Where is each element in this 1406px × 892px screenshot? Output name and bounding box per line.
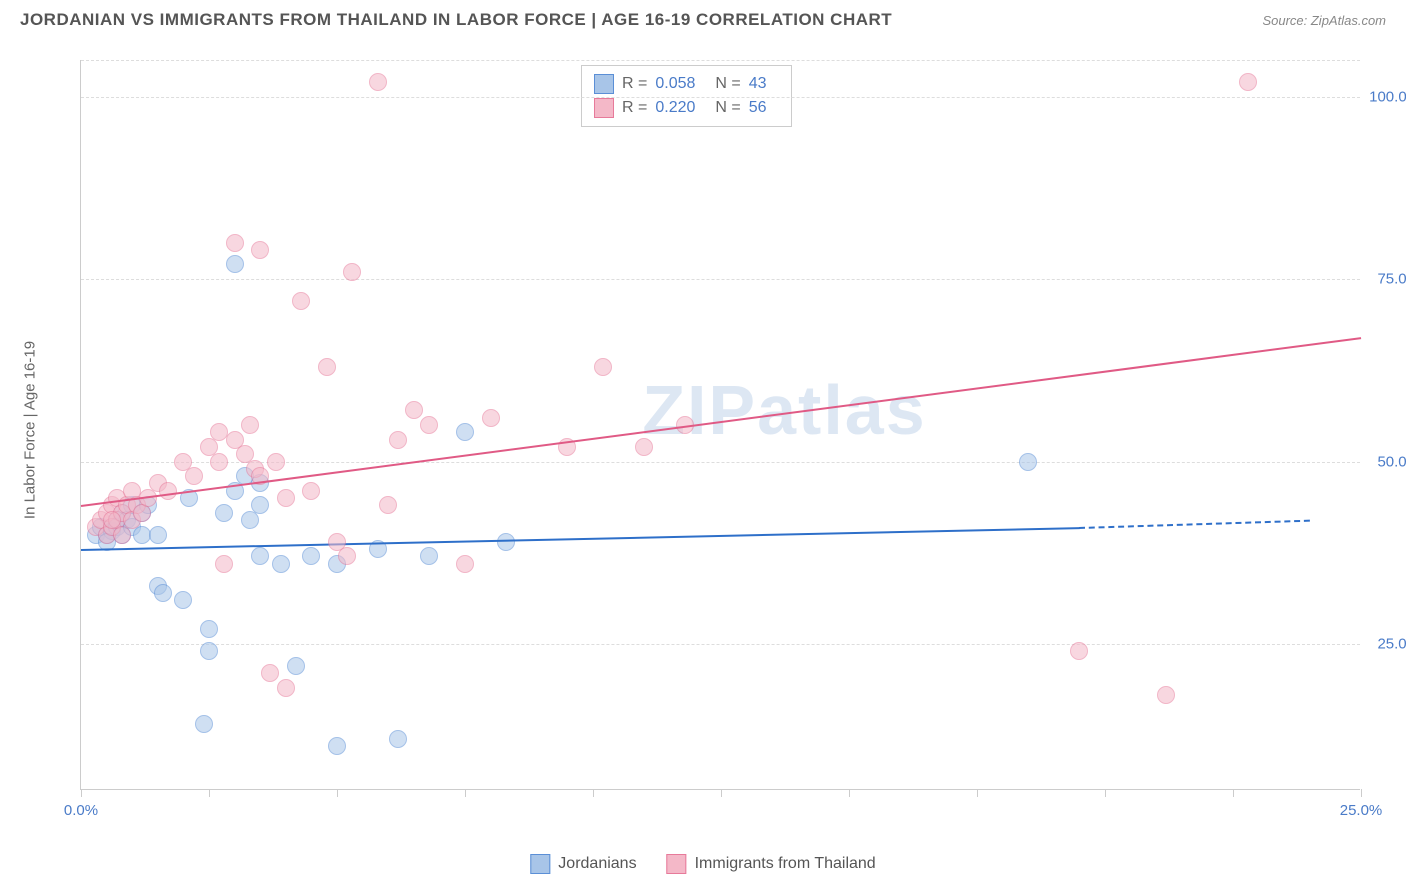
trend-line — [81, 337, 1361, 507]
data-point — [389, 431, 407, 449]
data-point — [103, 511, 121, 529]
legend-swatch — [530, 854, 550, 874]
data-point — [267, 453, 285, 471]
data-point — [635, 438, 653, 456]
trend-line — [81, 527, 1079, 551]
data-point — [420, 416, 438, 434]
gridline — [81, 97, 1360, 98]
x-tick — [81, 789, 82, 797]
data-point — [200, 642, 218, 660]
stat-n-value: 56 — [749, 99, 767, 117]
data-point — [159, 482, 177, 500]
x-tick — [1105, 789, 1106, 797]
legend-item: Immigrants from Thailand — [667, 854, 876, 874]
stat-n-value: 43 — [749, 75, 767, 93]
data-point — [456, 423, 474, 441]
data-point — [277, 489, 295, 507]
data-point — [369, 73, 387, 91]
data-point — [343, 263, 361, 281]
gridline — [81, 644, 1360, 645]
stat-n-label: N = — [715, 99, 740, 117]
legend-swatch — [667, 854, 687, 874]
x-tick — [1361, 789, 1362, 797]
stat-r-value: 0.058 — [655, 75, 695, 93]
x-tick — [977, 789, 978, 797]
data-point — [1239, 73, 1257, 91]
x-tick-label: 25.0% — [1340, 802, 1383, 819]
plot-area: ZIPatlas R =0.058N =43R =0.220N =56 25.0… — [80, 60, 1360, 790]
y-tick-label: 50.0% — [1377, 453, 1406, 470]
stat-n-label: N = — [715, 75, 740, 93]
gridline — [81, 279, 1360, 280]
x-tick — [849, 789, 850, 797]
x-tick — [337, 789, 338, 797]
x-tick — [721, 789, 722, 797]
data-point — [272, 555, 290, 573]
data-point — [456, 555, 474, 573]
stats-row: R = 0.058 N = 43 — [594, 72, 779, 96]
data-point — [302, 482, 320, 500]
data-point — [251, 241, 269, 259]
data-point — [379, 496, 397, 514]
data-point — [594, 358, 612, 376]
legend-item: Jordanians — [530, 854, 636, 874]
data-point — [389, 730, 407, 748]
data-point — [154, 584, 172, 602]
data-point — [226, 255, 244, 273]
data-point — [174, 591, 192, 609]
x-tick-label: 0.0% — [64, 802, 98, 819]
legend-label: Immigrants from Thailand — [695, 855, 876, 873]
y-tick-label: 75.0% — [1377, 271, 1406, 288]
data-point — [185, 467, 203, 485]
legend: Jordanians Immigrants from Thailand — [530, 854, 875, 874]
data-point — [251, 547, 269, 565]
data-point — [210, 453, 228, 471]
data-point — [251, 496, 269, 514]
y-axis-label: In Labor Force | Age 16-19 — [22, 341, 39, 519]
data-point — [241, 416, 259, 434]
data-point — [482, 409, 500, 427]
stat-r-label: R = — [622, 99, 647, 117]
data-point — [287, 657, 305, 675]
data-point — [149, 526, 167, 544]
data-point — [420, 547, 438, 565]
x-tick — [593, 789, 594, 797]
watermark: ZIPatlas — [642, 370, 926, 450]
x-tick — [465, 789, 466, 797]
data-point — [302, 547, 320, 565]
data-point — [215, 504, 233, 522]
stat-r-label: R = — [622, 75, 647, 93]
data-point — [1157, 686, 1175, 704]
chart-header: JORDANIAN VS IMMIGRANTS FROM THAILAND IN… — [0, 0, 1406, 35]
chart-container: In Labor Force | Age 16-19 ZIPatlas R =0… — [50, 50, 1380, 810]
data-point — [261, 664, 279, 682]
stats-row: R = 0.220 N = 56 — [594, 96, 779, 120]
data-point — [1070, 642, 1088, 660]
y-tick-label: 25.0% — [1377, 636, 1406, 653]
data-point — [292, 292, 310, 310]
x-tick — [1233, 789, 1234, 797]
data-point — [328, 737, 346, 755]
x-tick — [209, 789, 210, 797]
data-point — [1019, 453, 1037, 471]
data-point — [226, 234, 244, 252]
trend-line-extrapolated — [1079, 520, 1309, 529]
gridline — [81, 60, 1360, 61]
data-point — [195, 715, 213, 733]
source-attribution: Source: ZipAtlas.com — [1262, 13, 1386, 28]
legend-swatch — [594, 98, 614, 118]
stat-r-value: 0.220 — [655, 99, 695, 117]
y-tick-label: 100.0% — [1369, 88, 1406, 105]
data-point — [277, 679, 295, 697]
data-point — [318, 358, 336, 376]
data-point — [200, 620, 218, 638]
legend-label: Jordanians — [558, 855, 636, 873]
data-point — [215, 555, 233, 573]
data-point — [338, 547, 356, 565]
legend-swatch — [594, 74, 614, 94]
data-point — [405, 401, 423, 419]
chart-title: JORDANIAN VS IMMIGRANTS FROM THAILAND IN… — [20, 10, 892, 30]
